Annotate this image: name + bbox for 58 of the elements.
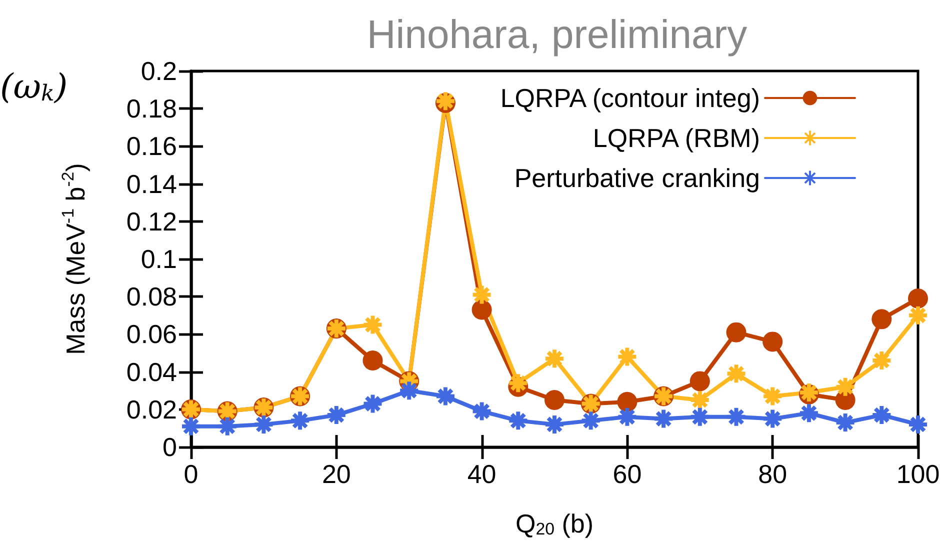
y-tick-label: 0.2: [140, 56, 177, 86]
y-tick-label: 0.06: [126, 319, 177, 350]
text: (ωk): [0, 67, 68, 107]
y-tick-label: 0.02: [126, 394, 177, 424]
point: [398, 380, 420, 402]
x-tick-label: 40: [467, 459, 496, 489]
x-tick-label: 0: [184, 459, 198, 489]
point: [580, 410, 602, 432]
point: [872, 309, 892, 330]
legend-label: LQRPA (contour integ): [500, 83, 760, 113]
point: [908, 288, 928, 308]
point: [762, 385, 784, 408]
point: [725, 406, 748, 428]
legend-label: LQRPA (RBM): [592, 123, 760, 153]
y-tick-label: 0.14: [126, 168, 177, 199]
y-tick-label: 0.18: [126, 94, 177, 124]
point: [472, 300, 492, 320]
point: [726, 322, 746, 342]
point: [798, 402, 820, 424]
point: [616, 406, 638, 428]
x-tick-label: 60: [612, 459, 642, 489]
y-tick-label: 0.1: [140, 244, 177, 274]
x-tick-label: 100: [896, 459, 940, 489]
point: [362, 350, 383, 371]
point: [688, 406, 711, 428]
point: [434, 385, 456, 408]
point: [470, 400, 493, 422]
point: [834, 376, 856, 398]
point: [725, 362, 748, 385]
point: [289, 410, 312, 432]
y-axis-title: Mass (MeV-1 b-2): [58, 163, 90, 355]
point: [507, 372, 530, 394]
point: [507, 410, 530, 432]
legend-label: Perturbative cranking: [514, 163, 760, 193]
point: [617, 392, 638, 412]
x-axis-title: Q20 (b): [515, 508, 594, 539]
point: [362, 314, 384, 336]
chart-title: Hinohara, preliminary: [366, 13, 748, 57]
point: [544, 348, 566, 370]
point: [688, 389, 711, 411]
point: [616, 346, 638, 368]
point: [907, 304, 929, 326]
point: [544, 390, 564, 410]
y-tick-label: 0.08: [126, 282, 177, 312]
point: [470, 284, 493, 306]
point: [690, 371, 710, 392]
y-tick-label: 0: [162, 432, 177, 462]
y-tick-label: 0.12: [126, 206, 177, 236]
point: [180, 415, 202, 438]
x-tick-label: 80: [758, 459, 788, 489]
x-tick-label: 20: [322, 459, 351, 489]
point: [652, 408, 675, 430]
point: [362, 392, 384, 415]
point: [762, 332, 783, 352]
y-tick-label: 0.16: [126, 131, 177, 162]
point: [216, 415, 238, 438]
point: [762, 408, 784, 430]
y-tick-label: 0.04: [126, 356, 177, 387]
